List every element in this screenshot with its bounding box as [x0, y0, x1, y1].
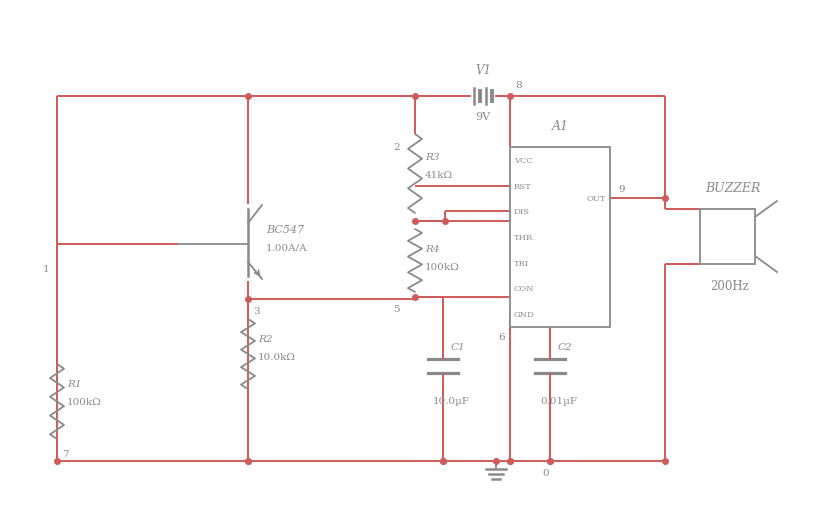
Text: 1.00A/A: 1.00A/A [266, 243, 307, 252]
Text: 9: 9 [618, 185, 625, 193]
Text: V1: V1 [475, 64, 491, 77]
Text: 6: 6 [498, 333, 505, 342]
Text: R2: R2 [258, 335, 272, 344]
Text: 200Hz: 200Hz [710, 280, 749, 293]
Text: 0.01µF: 0.01µF [540, 397, 577, 406]
Text: 1: 1 [43, 265, 50, 274]
Text: 5: 5 [393, 305, 400, 314]
Text: A1: A1 [551, 119, 568, 132]
Text: CON: CON [514, 285, 535, 293]
Text: 100kΩ: 100kΩ [67, 398, 102, 407]
Text: DIS: DIS [514, 208, 530, 216]
Text: 41kΩ: 41kΩ [425, 170, 453, 179]
Text: R1: R1 [67, 380, 82, 389]
Text: C1: C1 [451, 343, 466, 352]
Text: RST: RST [514, 182, 531, 190]
Text: 3: 3 [253, 307, 260, 316]
Text: 2: 2 [393, 143, 400, 152]
Text: VCC: VCC [514, 157, 533, 164]
Text: R4: R4 [425, 245, 440, 254]
Bar [700, 210, 755, 265]
Text: 8: 8 [515, 80, 521, 89]
Text: BUZZER: BUZZER [705, 181, 761, 194]
Text: 10.0kΩ: 10.0kΩ [258, 353, 296, 362]
Text: THR: THR [514, 234, 533, 242]
Text: C2: C2 [558, 343, 572, 352]
Text: BC547: BC547 [266, 224, 304, 235]
Text: 9V: 9V [476, 112, 491, 122]
Text: OUT: OUT [586, 195, 606, 203]
Text: 7: 7 [62, 449, 68, 459]
Text: R3: R3 [425, 152, 440, 161]
Text: GND: GND [514, 310, 535, 319]
Text: 0: 0 [542, 469, 549, 477]
Text: 100kΩ: 100kΩ [425, 263, 460, 272]
Bar [510, 148, 610, 327]
Text: TRI: TRI [514, 259, 529, 267]
Text: 10.0µF: 10.0µF [433, 397, 470, 406]
